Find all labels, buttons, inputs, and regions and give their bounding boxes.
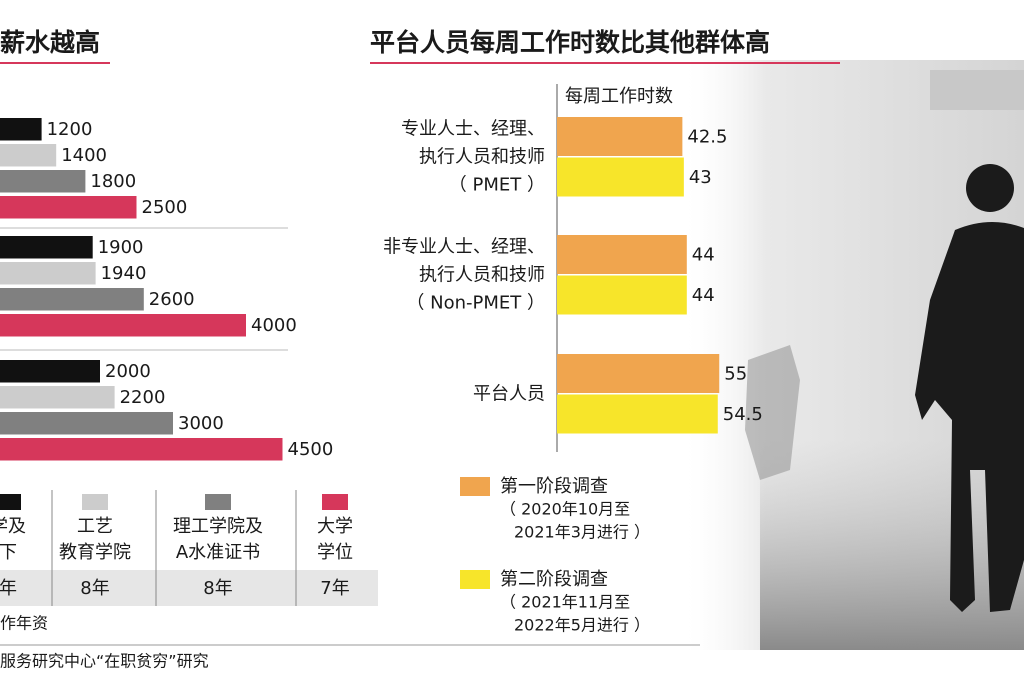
legend-years: 7年	[320, 578, 349, 599]
bar	[0, 288, 144, 311]
value-label: 54.5	[723, 404, 763, 425]
bar	[557, 117, 683, 156]
background-photo	[680, 60, 1024, 650]
bar	[557, 235, 687, 274]
value-label: 4500	[288, 439, 334, 460]
bar	[557, 275, 687, 315]
bar	[0, 412, 173, 435]
category-label: 非专业人士、经理、	[383, 237, 545, 258]
legend-swatch	[460, 477, 490, 496]
chart-title: 薪水越高	[0, 28, 100, 57]
legend-years: 8年	[203, 578, 232, 599]
bar	[0, 196, 137, 219]
legend-swatch	[460, 570, 490, 589]
legend-label: A水准证书	[176, 542, 260, 563]
bar	[0, 314, 246, 337]
legend-label: 教育学院	[59, 542, 131, 563]
value-label: 1940	[101, 263, 147, 284]
value-label: 2600	[149, 289, 195, 310]
legend-label: 学及	[0, 516, 26, 537]
bar	[0, 262, 96, 285]
legend-swatch	[82, 494, 108, 510]
left-chart: 薪水越高 作年资 服务研究中心“在职贫穷”研究 1200 1900 2000 1400…	[0, 28, 378, 671]
legend-label: 下	[0, 542, 17, 563]
axis-label: 每周工作时数	[565, 86, 673, 107]
category-label: 平台人员	[473, 384, 545, 405]
legend-period: （ 2021年11月至	[500, 593, 630, 612]
bar	[0, 236, 93, 259]
value-label: 43	[689, 167, 712, 188]
right-chart: 平台人员每周工作时数比其他群体高 每周工作时数 42.5 44 55 43 44 54.5…	[370, 28, 840, 635]
bar	[557, 354, 720, 393]
value-label: 3000	[178, 413, 224, 434]
value-label: 1200	[47, 119, 93, 140]
category-label: （ PMET ）	[449, 175, 545, 196]
value-label: 4000	[251, 315, 297, 336]
category-label: （ Non-PMET ）	[406, 293, 545, 314]
legend-swatch	[322, 494, 348, 510]
value-label: 1800	[90, 171, 136, 192]
value-label: 55	[724, 363, 747, 384]
value-label: 1400	[61, 145, 107, 166]
chart-title: 平台人员每周工作时数比其他群体高	[370, 28, 770, 57]
legend-period: （ 2020年10月至	[500, 500, 630, 519]
legend-years: 8年	[80, 578, 109, 599]
bar	[0, 438, 283, 461]
value-label: 44	[692, 244, 715, 265]
value-label: 1900	[98, 237, 144, 258]
bar	[0, 118, 42, 141]
bar	[0, 170, 86, 193]
value-label: 44	[692, 285, 715, 306]
category-label: 专业人士、经理、	[401, 119, 545, 140]
category-label: 执行人员和技师	[419, 147, 545, 168]
legend-period: 2021年3月进行 ）	[514, 523, 650, 542]
legend-swatch	[0, 494, 21, 510]
value-label: 42.5	[687, 126, 727, 147]
legend-label: 大学	[317, 516, 353, 537]
value-label: 2200	[120, 387, 166, 408]
bar	[557, 157, 684, 197]
legend-period: 2022年5月进行 ）	[514, 616, 650, 635]
legend-label: 理工学院及	[173, 516, 263, 537]
footnote: 作年资	[0, 614, 48, 633]
legend-swatch	[205, 494, 231, 510]
legend-label: 第一阶段调查	[500, 476, 608, 497]
bar	[0, 144, 57, 167]
value-label: 2500	[142, 197, 188, 218]
years-band	[0, 570, 378, 606]
source: 服务研究中心“在职贫穷”研究	[0, 652, 209, 671]
legend-label: 工艺	[77, 516, 113, 537]
category-label: 执行人员和技师	[419, 265, 545, 286]
bar	[557, 394, 718, 434]
bar	[0, 360, 100, 383]
legend-label: 学位	[317, 542, 353, 563]
value-label: 2000	[105, 361, 151, 382]
bar	[0, 386, 115, 409]
legend-years: 年	[0, 578, 17, 599]
legend-label: 第二阶段调查	[500, 569, 608, 590]
